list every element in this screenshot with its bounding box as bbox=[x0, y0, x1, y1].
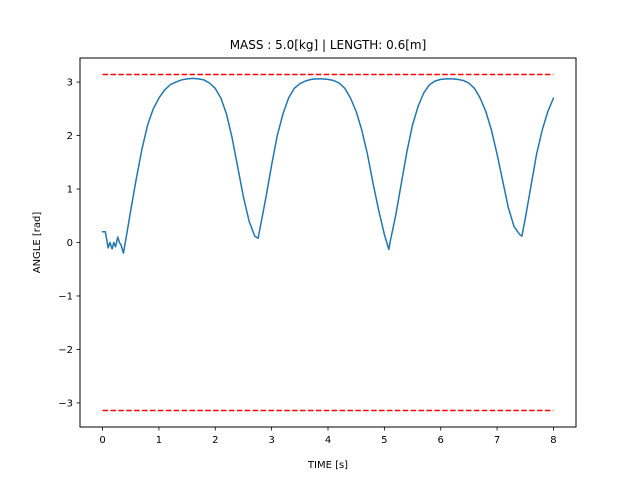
chart-title: MASS : 5.0[kg] | LENGTH: 0.6[m] bbox=[230, 38, 427, 52]
x-tick-label: 7 bbox=[494, 435, 500, 446]
y-tick-label: −2 bbox=[58, 345, 73, 356]
y-tick-label: 2 bbox=[67, 131, 73, 142]
y-axis-label: ANGLE [rad] bbox=[32, 212, 43, 274]
x-axis-label: TIME [s] bbox=[307, 460, 348, 471]
y-tick-label: 0 bbox=[67, 238, 73, 249]
x-tick-label: 2 bbox=[212, 435, 218, 446]
y-tick-label: −3 bbox=[58, 398, 73, 409]
x-axis-ticks: 0 1 2 3 4 5 6 7 8 bbox=[99, 427, 557, 446]
x-tick-label: 3 bbox=[268, 435, 274, 446]
x-tick-label: 5 bbox=[381, 435, 387, 446]
x-tick-label: 1 bbox=[156, 435, 162, 446]
x-tick-label: 8 bbox=[550, 435, 556, 446]
y-tick-label: 3 bbox=[67, 78, 73, 89]
x-tick-label: 4 bbox=[325, 435, 331, 446]
y-tick-label: 1 bbox=[67, 185, 73, 196]
x-tick-label: 6 bbox=[438, 435, 444, 446]
y-axis-ticks: −3 −2 −1 0 1 2 3 bbox=[58, 78, 80, 409]
x-tick-label: 0 bbox=[99, 435, 105, 446]
series-line-0 bbox=[101, 77, 555, 254]
y-tick-label: −1 bbox=[58, 291, 73, 302]
plot-layer bbox=[101, 73, 555, 412]
